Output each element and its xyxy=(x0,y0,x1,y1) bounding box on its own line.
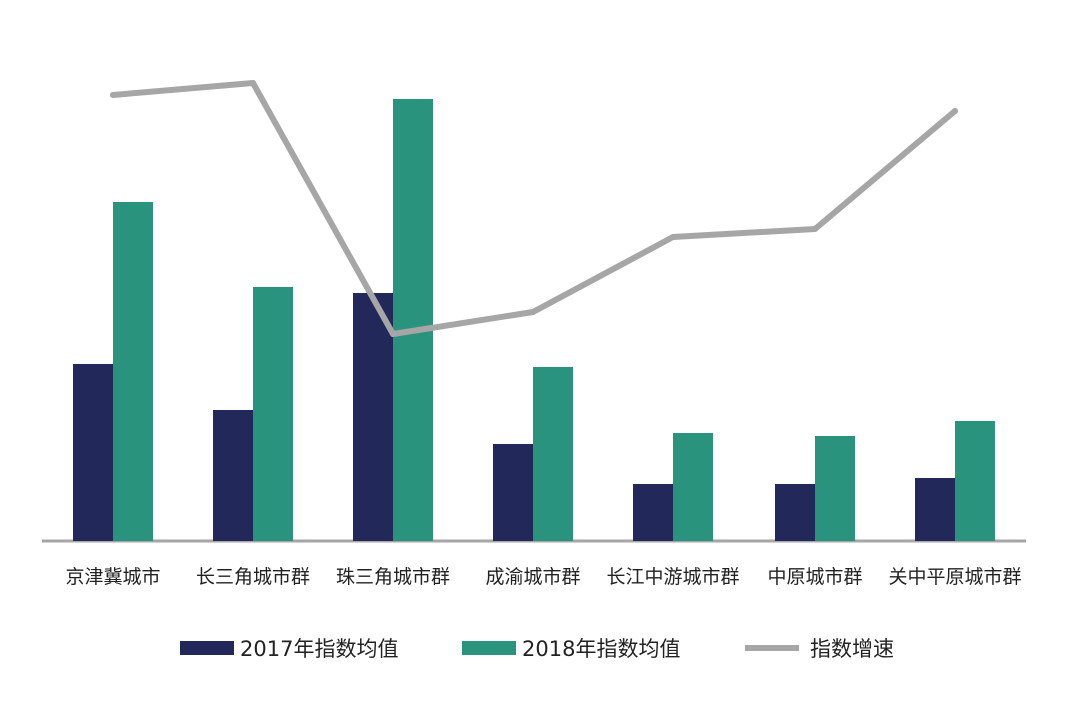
x-tick-label-3: 成渝城市群 xyxy=(485,566,580,588)
legend-label-2: 指数增速 xyxy=(810,637,894,661)
x-axis-labels: 京津冀城市 长三角城市群 珠三角城市群 成渝城市群 长江中游城市群 中原城市群 关中平原城市… xyxy=(65,566,1021,588)
x-tick-label-5: 中原城市群 xyxy=(767,566,862,588)
bar-2017-0 xyxy=(73,364,113,541)
growth-rate-point-3 xyxy=(530,309,536,315)
bar-2017-1 xyxy=(213,410,253,541)
bar-2018-1 xyxy=(253,287,293,541)
bar-2018-4 xyxy=(673,433,713,541)
legend-label-1: 2018年指数均值 xyxy=(522,637,680,661)
bar-2017-2 xyxy=(353,293,393,541)
growth-rate-point-6 xyxy=(952,108,958,114)
bar-2018-5 xyxy=(815,436,855,541)
x-tick-label-0: 京津冀城市 xyxy=(65,566,160,588)
growth-rate-line xyxy=(110,80,958,337)
bar-2017-3 xyxy=(493,444,533,541)
growth-rate-point-5 xyxy=(812,226,818,232)
growth-rate-point-0 xyxy=(110,92,116,98)
legend: 2017年指数均值 2018年指数均值 指数增速 xyxy=(180,637,894,661)
x-tick-label-4: 长江中游城市群 xyxy=(606,566,739,588)
growth-rate-point-1 xyxy=(250,80,256,86)
bar-2017-5 xyxy=(775,484,815,541)
growth-rate-point-4 xyxy=(670,234,676,240)
x-tick-label-2: 珠三角城市群 xyxy=(336,566,450,588)
legend-label-0: 2017年指数均值 xyxy=(240,637,398,661)
x-tick-label-6: 关中平原城市群 xyxy=(888,566,1021,588)
bar-2018-2 xyxy=(393,99,433,541)
bar-2017-4 xyxy=(633,484,673,541)
bar-2018-0 xyxy=(113,202,153,541)
bar-2018-6 xyxy=(955,421,995,541)
growth-rate-point-2 xyxy=(390,331,396,337)
legend-swatch-1 xyxy=(462,641,516,655)
bar-2018-3 xyxy=(533,367,573,541)
x-tick-label-1: 长三角城市群 xyxy=(196,566,310,588)
bar-2017-6 xyxy=(915,478,955,541)
line-layer xyxy=(110,80,958,337)
bars-layer xyxy=(73,99,995,541)
legend-swatch-0 xyxy=(180,641,234,655)
